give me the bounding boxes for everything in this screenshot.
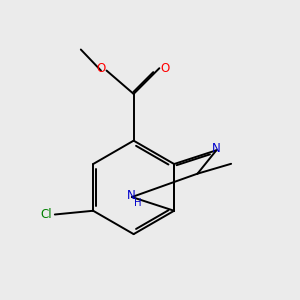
Text: O: O (161, 62, 170, 75)
Text: N: N (127, 189, 135, 202)
Text: Cl: Cl (40, 208, 52, 221)
Text: O: O (96, 62, 106, 75)
Text: H: H (134, 198, 142, 208)
Text: N: N (212, 142, 221, 155)
